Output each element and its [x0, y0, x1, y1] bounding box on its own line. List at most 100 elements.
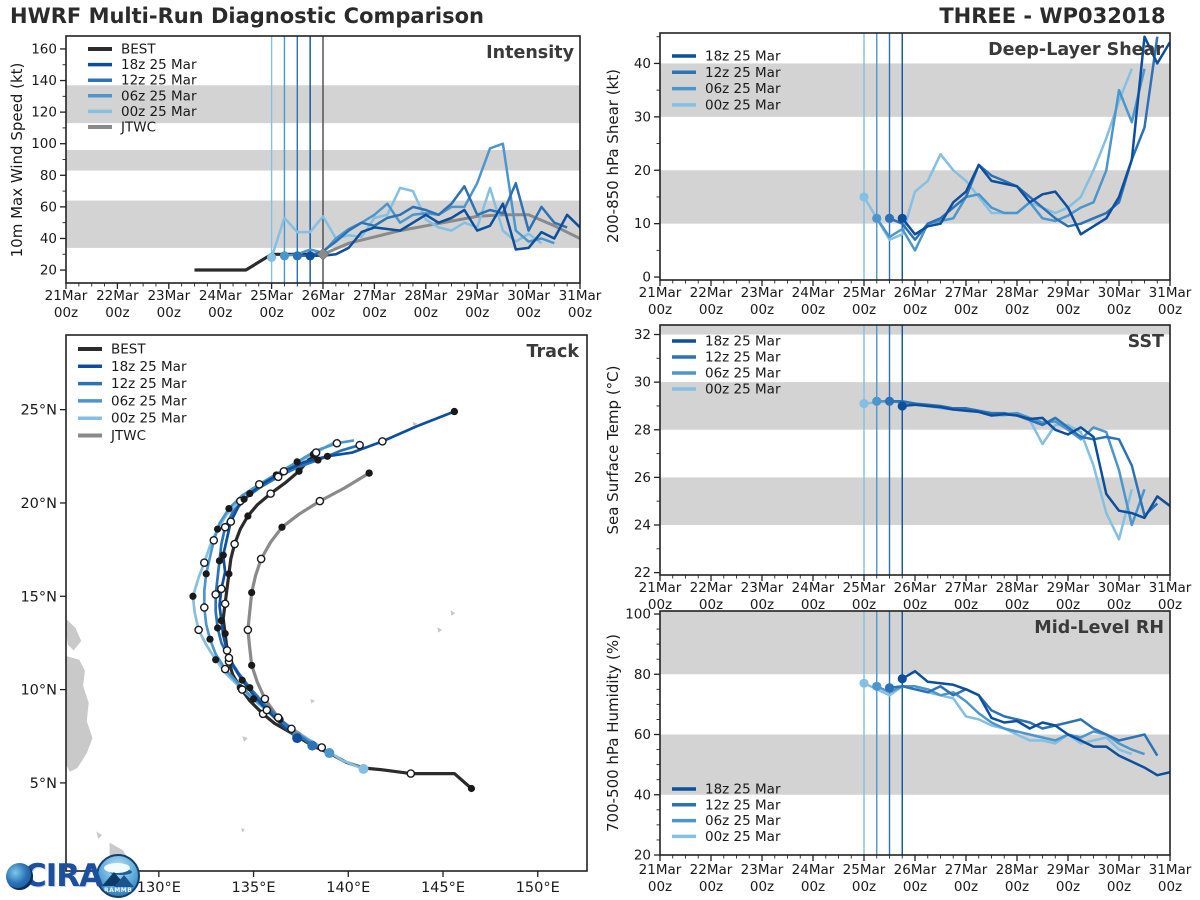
panel-title: Track	[527, 342, 580, 362]
x-tick-label: 23Mar	[147, 288, 190, 304]
x-tick-label: 22Mar	[690, 862, 733, 878]
category-band	[660, 325, 1170, 335]
x-tick-label: 31Mar	[1149, 285, 1192, 301]
x-tick-label: 28Mar	[996, 580, 1039, 596]
position-marker-open	[287, 724, 296, 734]
x-tick-sublabel: 00z	[362, 305, 386, 321]
y-tick-label: 140	[31, 73, 57, 89]
position-marker-filled	[365, 469, 373, 477]
position-marker-filled	[213, 624, 222, 632]
init-marker	[307, 740, 318, 751]
cira-rammb-logo: CIRA RAMMB	[6, 854, 141, 898]
x-tick-sublabel: 00z	[1005, 302, 1029, 318]
y-tick-label: 30	[634, 375, 651, 391]
series-h00-line	[862, 68, 1133, 241]
y-tick-label: 15°N	[20, 589, 57, 605]
position-marker-open	[260, 694, 270, 704]
position-marker-filled	[215, 557, 224, 565]
x-tick-label: 29Mar	[1047, 285, 1090, 301]
init-marker	[859, 678, 869, 688]
init-marker	[316, 247, 330, 261]
land-polygon	[66, 656, 93, 772]
x-tick-label: 29Mar	[456, 288, 499, 304]
legend-label: 06z 25 Mar	[111, 393, 187, 409]
panel-title: Mid-Level RH	[1034, 618, 1164, 638]
storm-title: THREE - WP032018	[939, 4, 1166, 28]
position-marker-open	[273, 472, 283, 482]
x-tick-label: 22Mar	[690, 580, 733, 596]
x-tick-sublabel: 00z	[208, 305, 232, 321]
position-marker-open	[266, 489, 275, 498]
x-tick-sublabel: 00z	[801, 879, 825, 895]
y-tick-label: 40	[634, 56, 651, 72]
y-tick-label: 26	[634, 470, 651, 486]
page-title: HWRF Multi-Run Diagnostic Comparison	[10, 4, 485, 28]
legend-label: 12z 25 Mar	[121, 73, 197, 89]
position-marker-open	[355, 440, 364, 450]
y-tick-label: 28	[634, 422, 651, 438]
land-polygon	[437, 627, 443, 633]
x-tick-sublabel: 00z	[648, 879, 672, 895]
land-polygon	[96, 831, 102, 839]
position-marker-open	[256, 554, 266, 564]
land-polygon	[412, 421, 418, 427]
y-tick-label: 160	[31, 41, 57, 57]
init-marker	[897, 401, 907, 411]
track-best-line	[221, 453, 473, 790]
position-marker-filled	[249, 695, 258, 703]
legend-label: 12z 25 Mar	[705, 65, 781, 81]
series-jtwc-line	[322, 213, 580, 256]
x-tick-label: 28Mar	[404, 288, 447, 304]
legend-label: 18z 25 Mar	[705, 49, 781, 65]
land-polygon	[66, 618, 82, 651]
x-tick-sublabel: 00z	[1107, 597, 1131, 613]
x-tick-label: 23Mar	[741, 285, 784, 301]
position-marker-open	[273, 713, 283, 722]
y-axis-label: 700-500 hPa Humidity (%)	[604, 634, 622, 832]
x-tick-sublabel: 00z	[903, 597, 927, 613]
legend-entry-h12: 12z 25 Mar	[672, 65, 781, 81]
position-marker-filled	[189, 592, 197, 600]
legend-label: 18z 25 Mar	[121, 57, 197, 73]
position-marker-filled	[206, 635, 214, 643]
init-marker	[884, 396, 895, 406]
legend-entry-jtwc: JTWC	[88, 120, 156, 136]
series-h18-line	[310, 202, 580, 258]
init-marker	[872, 396, 882, 406]
x-tick-label: 30Mar	[1098, 285, 1141, 301]
legend-entry-best: BEST	[78, 342, 146, 358]
legend-entry-h12: 12z 25 Mar	[672, 350, 781, 366]
x-tick-sublabel: 00z	[801, 302, 825, 318]
x-tick-sublabel: 00z	[648, 302, 672, 318]
y-tick-label: 10°N	[20, 683, 57, 699]
x-tick-sublabel: 00z	[699, 302, 723, 318]
x-tick-sublabel: 00z	[54, 305, 78, 321]
category-band	[660, 734, 1170, 795]
legend-label: 18z 25 Mar	[705, 782, 781, 798]
x-tick-sublabel: 00z	[1056, 879, 1080, 895]
category-band	[660, 611, 1170, 675]
position-marker-open	[237, 685, 247, 694]
init-marker	[305, 251, 315, 261]
x-tick-sublabel: 00z	[105, 305, 129, 321]
legend-label: BEST	[111, 342, 146, 358]
position-marker-filled	[244, 512, 252, 520]
init-marker	[292, 733, 303, 744]
y-tick-label: 30	[634, 109, 651, 125]
legend-label: 18z 25 Mar	[705, 334, 781, 350]
position-marker-open	[200, 603, 209, 612]
legend-entry-h18: 18z 25 Mar	[78, 359, 187, 375]
x-tick-label: 26Mar	[894, 580, 937, 596]
x-tick-sublabel: 00z	[1056, 597, 1080, 613]
y-tick-label: 80	[40, 168, 57, 184]
init-marker	[872, 681, 882, 691]
legend-entry-h00: 00z 25 Mar	[672, 382, 781, 398]
y-tick-label: 20	[634, 848, 651, 864]
init-marker	[859, 398, 869, 409]
panel-title: Intensity	[486, 43, 574, 63]
x-tick-label: 27Mar	[353, 288, 396, 304]
x-tick-label: 31Mar	[559, 288, 602, 304]
series-h18-line	[901, 35, 1170, 236]
